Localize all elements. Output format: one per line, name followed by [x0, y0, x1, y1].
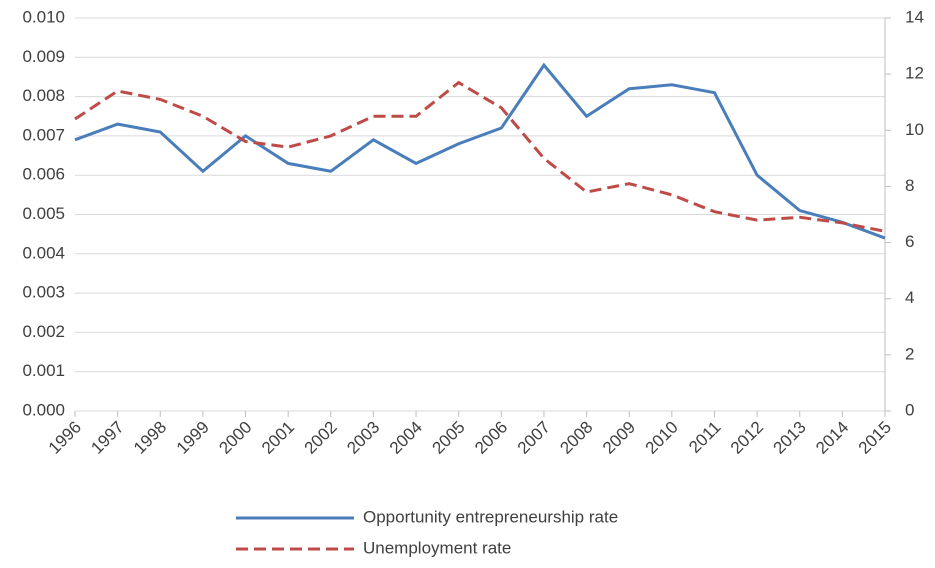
y-tick-label: 0.005 — [22, 204, 65, 223]
y-tick-label: 0.007 — [22, 125, 65, 144]
x-tick-label: 1998 — [130, 418, 170, 458]
y-tick-label: 0.004 — [22, 243, 65, 262]
y2-tick-label: 14 — [905, 7, 924, 26]
y-tick-label: 0.003 — [22, 283, 65, 302]
y2-tick-label: 2 — [905, 344, 914, 363]
y2-tick-label: 12 — [905, 64, 924, 83]
x-tick-label: 2010 — [642, 418, 682, 458]
line-series — [74, 62, 886, 240]
y-tick-label: 0.001 — [22, 361, 65, 380]
y-tick-label: 0.000 — [22, 400, 65, 419]
y-tick-label: 0.010 — [22, 7, 65, 26]
y-tick-label: 0.008 — [22, 86, 65, 105]
x-tick-label: 2004 — [386, 418, 426, 458]
x-tick-label: 2011 — [685, 418, 724, 457]
x-tick-label: 2007 — [514, 418, 554, 458]
line-series — [74, 80, 886, 233]
y2-tick-label: 4 — [905, 288, 914, 307]
x-tick-label: 2013 — [770, 418, 810, 458]
x-tick-label: 1997 — [87, 418, 127, 458]
x-tick-label: 2012 — [727, 418, 767, 458]
y2-tick-label: 6 — [905, 232, 914, 251]
x-tick-label: 2009 — [599, 418, 639, 458]
y-tick-label: 0.006 — [22, 165, 65, 184]
y2-tick-label: 0 — [905, 400, 914, 419]
y-tick-label: 0.002 — [22, 322, 65, 341]
x-tick-label: 1996 — [45, 418, 85, 458]
x-tick-label: 2002 — [301, 418, 341, 458]
x-tick-label: 2003 — [343, 418, 383, 458]
x-tick-label: 2008 — [556, 418, 596, 458]
x-tick-label: 1999 — [173, 418, 213, 458]
y2-tick-label: 8 — [905, 176, 914, 195]
x-tick-label: 2006 — [471, 418, 511, 458]
x-tick-label: 2005 — [429, 418, 469, 458]
x-tick-label: 2014 — [812, 418, 852, 458]
x-tick-label: 2001 — [258, 418, 298, 458]
y-tick-label: 0.009 — [22, 47, 65, 66]
legend-label: Unemployment rate — [363, 538, 511, 557]
y2-tick-label: 10 — [905, 120, 924, 139]
x-tick-label: 2015 — [855, 418, 895, 458]
x-tick-label: 2000 — [215, 418, 255, 458]
legend-label: Opportunity entrepreneurship rate — [363, 507, 618, 526]
